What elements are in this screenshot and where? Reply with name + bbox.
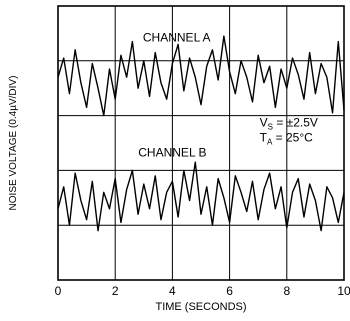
x-tick-label: 8 — [283, 284, 290, 298]
series-layer — [57, 35, 345, 232]
grid-lines — [58, 6, 344, 280]
series-label-channel-a: CHANNEL A — [143, 31, 211, 45]
conditions-annotation: VS = ±2.5V TA = 25°C — [260, 116, 318, 147]
series-line-channel-a — [57, 35, 345, 117]
x-tick-label: 6 — [226, 284, 233, 298]
x-axis-label: TIME (SECONDS) — [155, 301, 246, 313]
annotation-temperature: TA = 25°C — [260, 131, 314, 147]
x-tick-label: 4 — [169, 284, 176, 298]
series-label-channel-b: CHANNEL B — [138, 146, 206, 160]
annotation-supply-voltage: VS = ±2.5V — [260, 116, 318, 132]
plot-frame — [57, 5, 345, 281]
x-tick-label: 10 — [337, 284, 350, 298]
series-line-channel-b — [57, 161, 345, 232]
y-axis-label: NOISE VOLTAGE (0.4µV/DIV) — [8, 76, 19, 211]
x-tick-label: 2 — [112, 284, 119, 298]
series-labels: CHANNEL A CHANNEL B — [138, 31, 210, 160]
x-tick-labels: 0 2 4 6 8 10 — [55, 284, 350, 298]
x-tick-label: 0 — [55, 284, 62, 298]
